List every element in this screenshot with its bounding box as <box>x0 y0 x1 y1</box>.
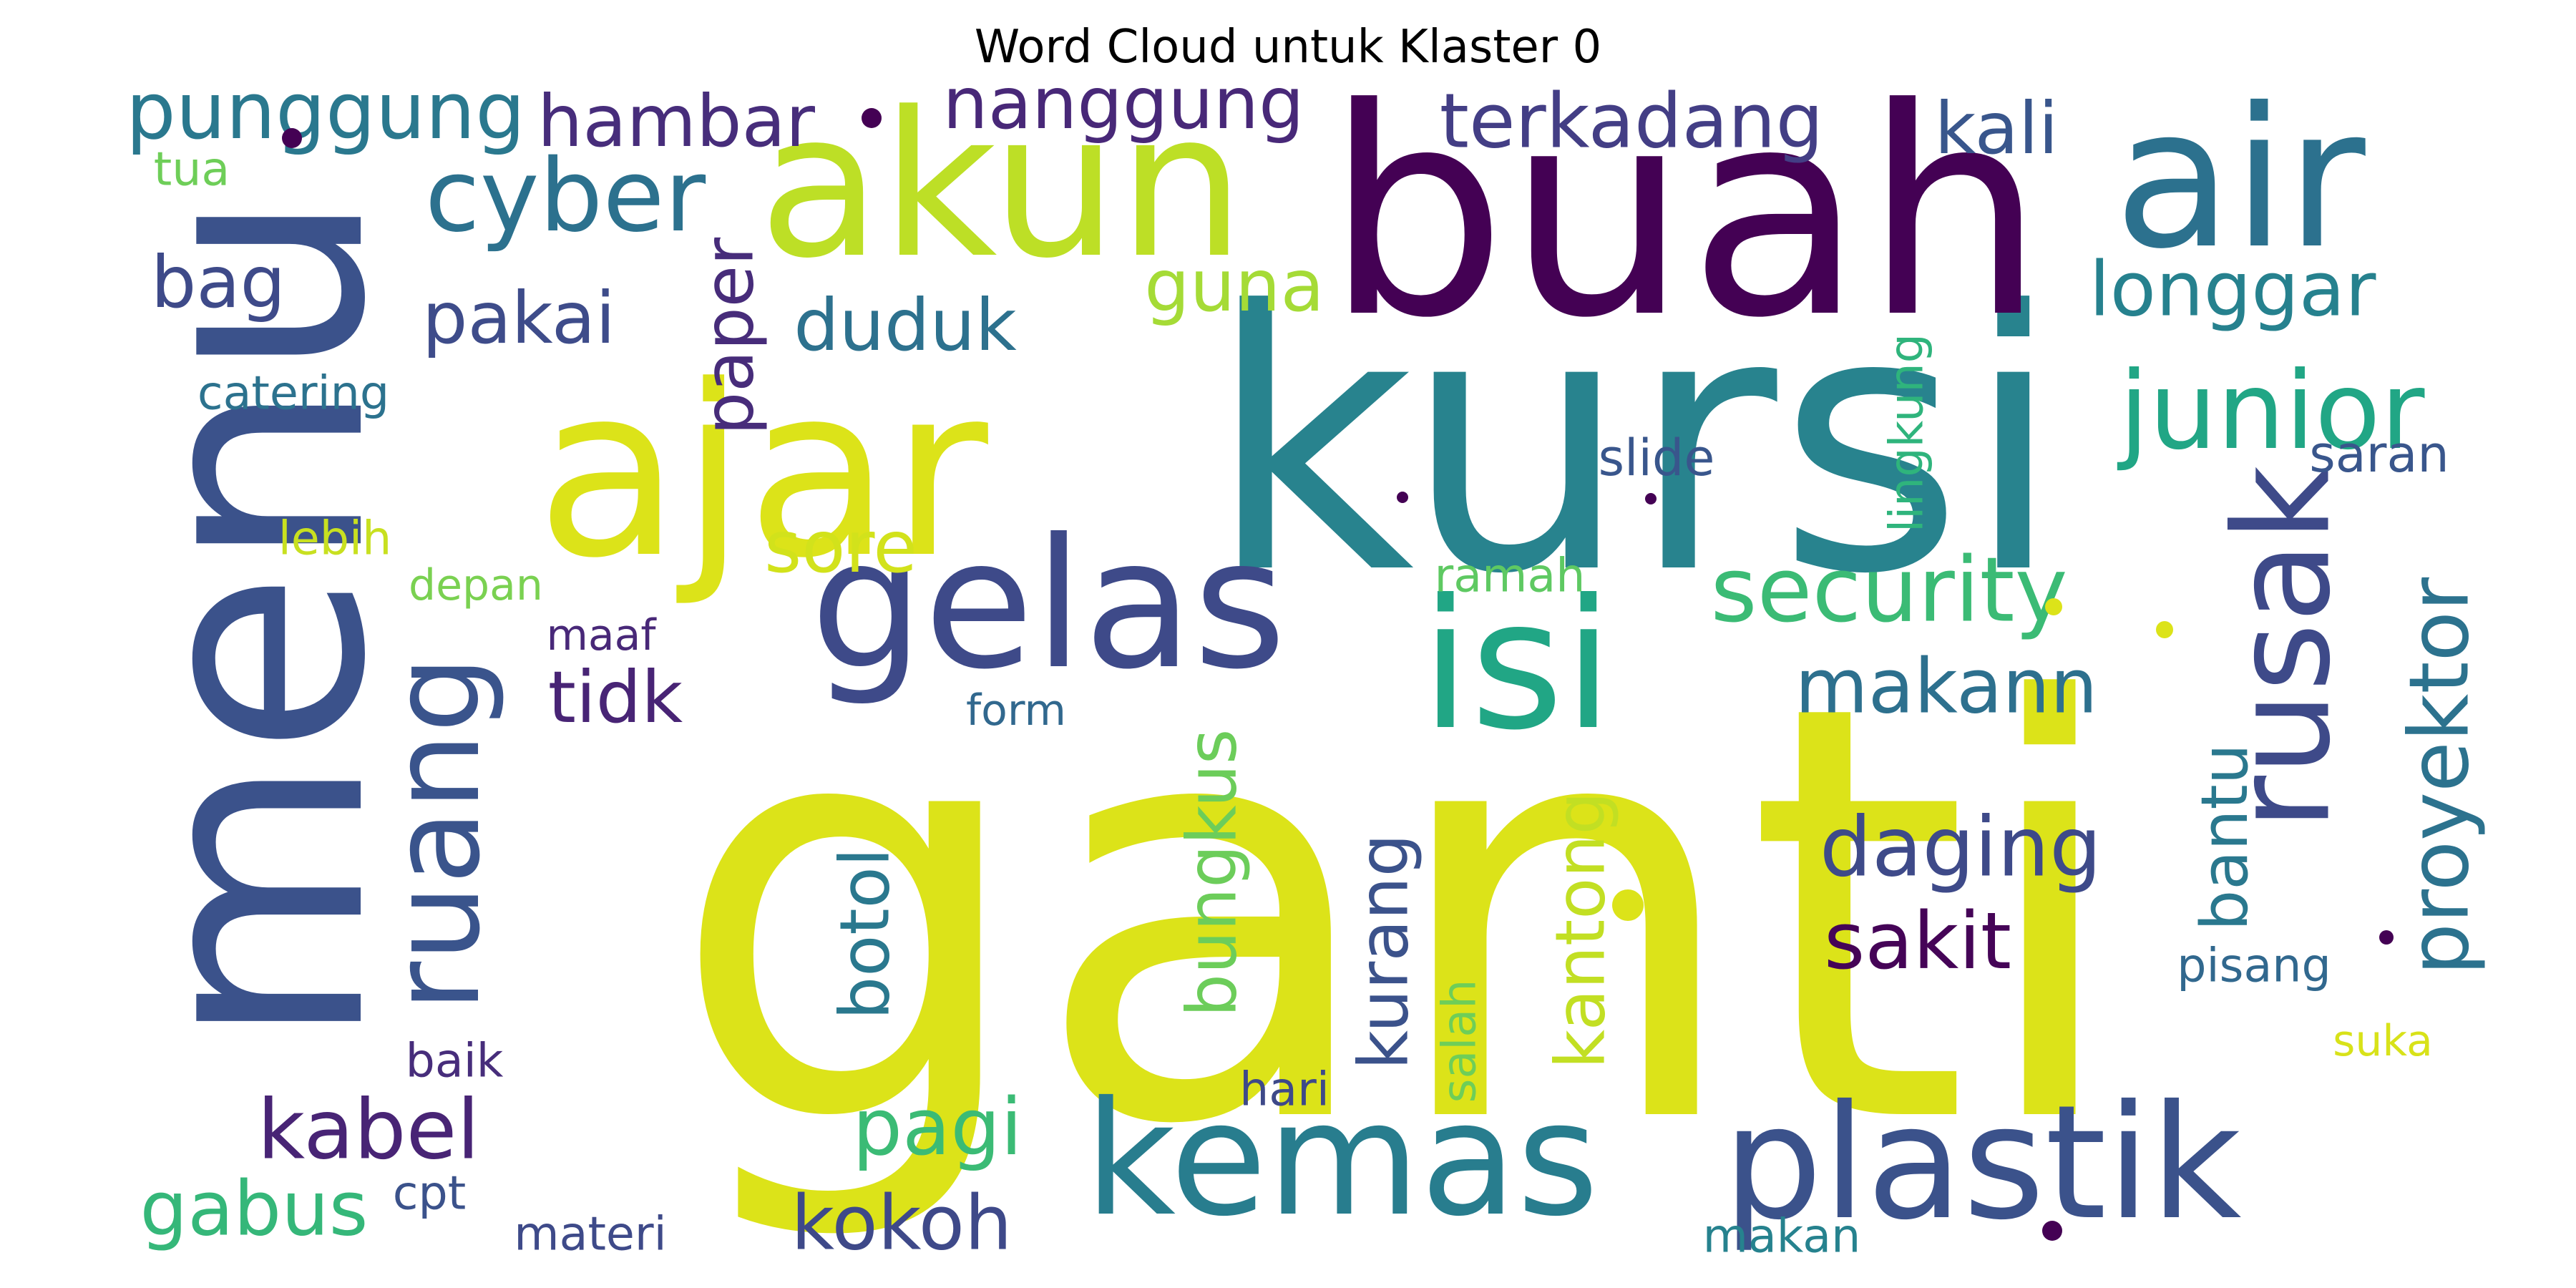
dot-mark <box>1612 889 1644 921</box>
dot-mark <box>2042 1221 2062 1241</box>
word-cyber: cyber <box>424 138 706 255</box>
word-kemas: kemas <box>1084 1068 1599 1251</box>
word-materi: materi <box>514 1207 667 1262</box>
word-ajar: ajar <box>536 335 988 610</box>
word-makan: makan <box>1702 1209 1861 1264</box>
word-buah: buah <box>1324 48 2046 381</box>
word-bungkus: bungkus <box>1173 728 1252 1018</box>
word-sore: sore <box>764 505 917 589</box>
word-isi: isi <box>1420 561 1614 769</box>
word-kali: kali <box>1934 87 2059 170</box>
word-tua: tua <box>153 142 230 197</box>
word-guna: guna <box>1144 244 1324 328</box>
word-pagi: pagi <box>852 1081 1023 1173</box>
dot-mark <box>1397 492 1408 503</box>
word-botol: botol <box>826 847 905 1020</box>
word-cpt: cpt <box>392 1166 467 1221</box>
word-tidk: tidk <box>547 655 683 739</box>
word-security: security <box>1710 538 2068 643</box>
word-ramah: ramah <box>1434 549 1586 603</box>
word-bag: bag <box>150 240 286 324</box>
word-kokoh: kokoh <box>791 1179 1013 1267</box>
dot-mark <box>2045 598 2062 615</box>
chart-title: Word Cloud untuk Klaster 0 <box>974 21 1602 74</box>
word-ganti: ganti <box>668 582 2129 1249</box>
word-pakai: pakai <box>422 276 615 360</box>
word-makann: makann <box>1795 643 2098 731</box>
word-kurang: kurang <box>1345 833 1424 1070</box>
word-plastik: plastik <box>1722 1071 2242 1254</box>
word-catering: catering <box>197 366 390 421</box>
dot-mark <box>1645 493 1657 504</box>
word-nanggung: nanggung <box>942 62 1304 145</box>
word-paper: paper <box>690 237 769 436</box>
word-duduk: duduk <box>794 283 1017 367</box>
word-baik: baik <box>405 1034 504 1088</box>
word-longgar: longgar <box>2089 245 2376 333</box>
word-proyektor: proyektor <box>2391 577 2488 976</box>
word-kabel: kabel <box>257 1082 480 1179</box>
word-gelas: gelas <box>810 500 1287 708</box>
word-kantong: kantong <box>1541 791 1621 1069</box>
word-junior: junior <box>2119 349 2425 474</box>
dot-mark <box>282 128 302 148</box>
word-hari: hari <box>1239 1063 1330 1117</box>
word-lebih: lebih <box>278 512 392 566</box>
word-depan: depan <box>409 560 543 610</box>
word-punggung: punggung <box>125 65 526 157</box>
word-hambar: hambar <box>537 79 815 163</box>
word-akun: akun <box>758 69 1246 303</box>
word-air: air <box>2114 66 2366 291</box>
word-suka: suka <box>2333 1016 2433 1066</box>
word-pisang: pisang <box>2177 939 2331 993</box>
word-bantu: bantu <box>2187 743 2263 931</box>
word-ruang: ruang <box>366 655 507 1012</box>
word-gabus: gabus <box>140 1165 369 1253</box>
word-sakit: sakit <box>1823 895 2012 987</box>
word-daging: daging <box>1819 799 2102 896</box>
word-lingkung: lingkung <box>1880 333 1934 532</box>
word-terkadang: terkadang <box>1439 77 1824 165</box>
word-saran: saran <box>2309 425 2449 484</box>
word-kursi: kursi <box>1206 235 2064 652</box>
word-salah: salah <box>1433 979 1487 1103</box>
word-maaf: maaf <box>546 610 656 660</box>
dot-mark <box>2379 930 2394 945</box>
word-form: form <box>966 686 1066 736</box>
dot-mark <box>862 108 882 128</box>
dot-mark <box>2156 621 2173 638</box>
word-slide: slide <box>1598 429 1715 487</box>
